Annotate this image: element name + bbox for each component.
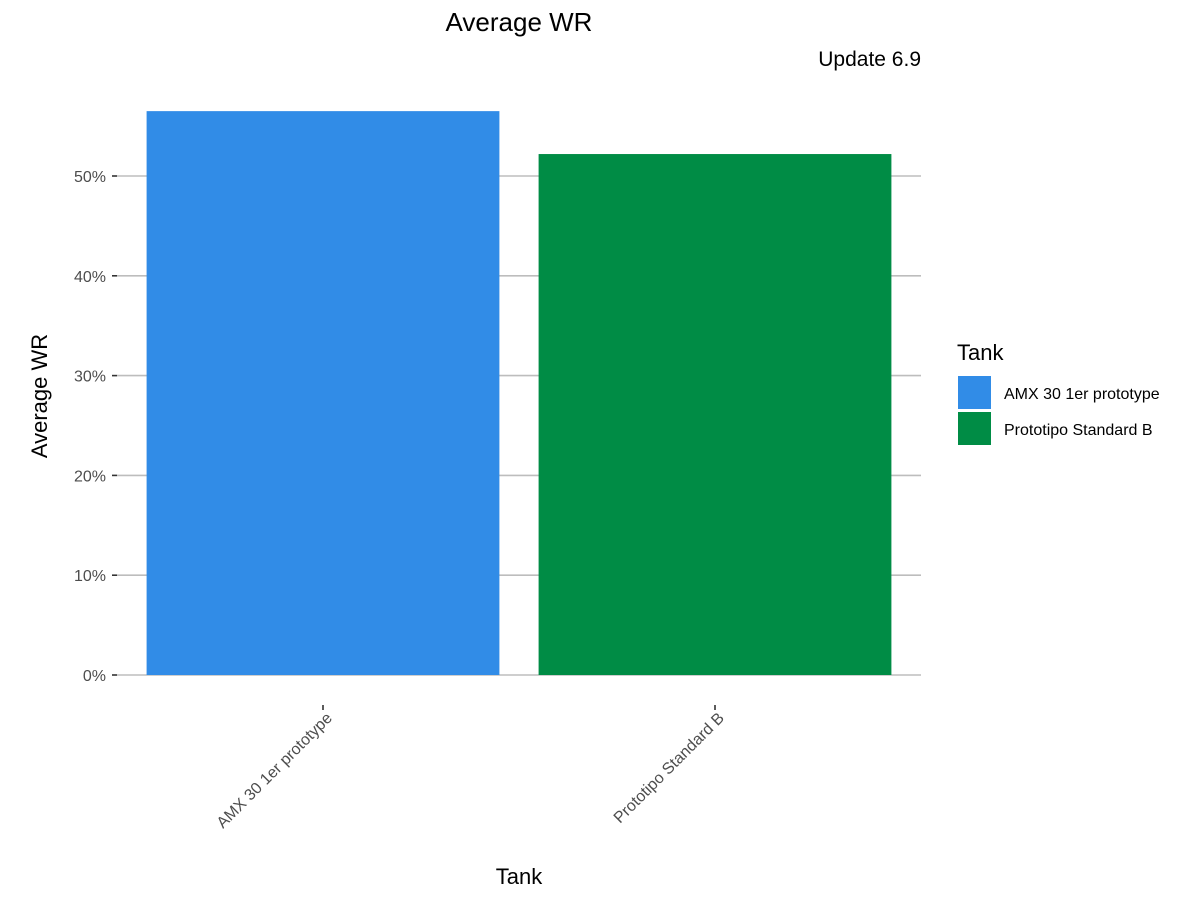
chart-title: Average WR (446, 7, 593, 37)
y-tick-label: 10% (74, 568, 106, 585)
legend-entries: AMX 30 1er prototype Prototipo Standard B (958, 376, 1160, 445)
x-tick-label: AMX 30 1er prototype (214, 710, 336, 832)
bar (538, 154, 892, 675)
y-tick-label: 0% (83, 668, 106, 685)
y-tick-label: 20% (74, 468, 106, 485)
legend-label: Prototipo Standard B (1004, 422, 1153, 439)
chart-subtitle: Update 6.9 (818, 48, 921, 71)
y-tick-label: 50% (74, 169, 106, 186)
x-tick-label: Prototipo Standard B (611, 710, 728, 827)
x-axis-title: Tank (496, 864, 543, 889)
y-tick-label: 40% (74, 269, 106, 286)
legend: Tank AMX 30 1er prototype Prototipo Stand… (957, 340, 1160, 445)
legend-label: AMX 30 1er prototype (1004, 386, 1160, 403)
legend-swatch (958, 412, 991, 445)
y-axis-title: Average WR (27, 334, 52, 458)
bar (146, 111, 500, 675)
legend-title: Tank (957, 340, 1004, 365)
y-tick-label: 30% (74, 369, 106, 386)
bars (146, 111, 892, 675)
legend-swatch (958, 376, 991, 409)
